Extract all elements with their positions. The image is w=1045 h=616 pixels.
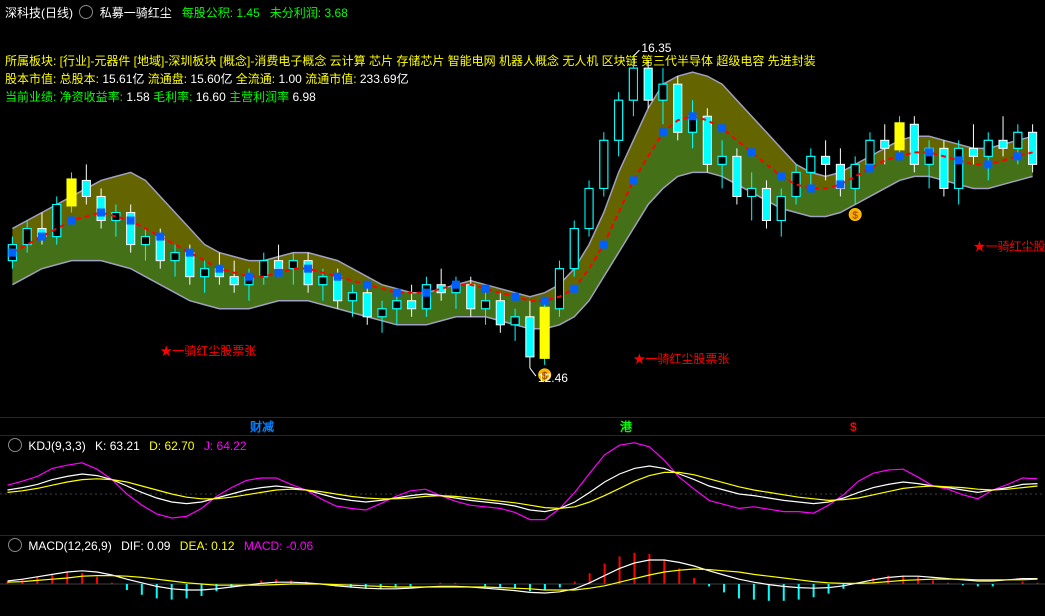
svg-text:财减: 财减 [249, 419, 274, 434]
kdj-svg [0, 436, 1045, 536]
svg-text:16.35: 16.35 [641, 41, 671, 55]
marker-bar-svg: 财减 港 $ [0, 418, 1045, 436]
kdj-panel[interactable]: KDJ(9,3,3) K: 63.21 D: 62.70 J: 64.22 [0, 436, 1045, 536]
svg-text:港: 港 [620, 419, 633, 434]
svg-text:12.46: 12.46 [538, 371, 568, 385]
svg-text:★一骑红尘股票张: ★一骑红尘股票张 [633, 351, 729, 366]
svg-text:$: $ [852, 210, 858, 221]
main-chart-svg: $$16.3512.46★一骑红尘股票张★一骑红尘股票张★一骑红尘股票张 [0, 0, 1045, 418]
macd-svg [0, 536, 1045, 616]
svg-text:★一骑红尘股票张: ★一骑红尘股票张 [160, 343, 256, 358]
marker-bar: 财减 港 $ [0, 418, 1045, 436]
main-chart-panel[interactable]: 深科技(日线) 私募一骑红尘 每股公积: 1.45 未分利润: 3.68 所属板… [0, 0, 1045, 418]
svg-text:$: $ [850, 420, 857, 434]
svg-text:★一骑红尘股票张: ★一骑红尘股票张 [973, 239, 1045, 254]
macd-panel[interactable]: MACD(12,26,9) DIF: 0.09 DEA: 0.12 MACD: … [0, 536, 1045, 616]
